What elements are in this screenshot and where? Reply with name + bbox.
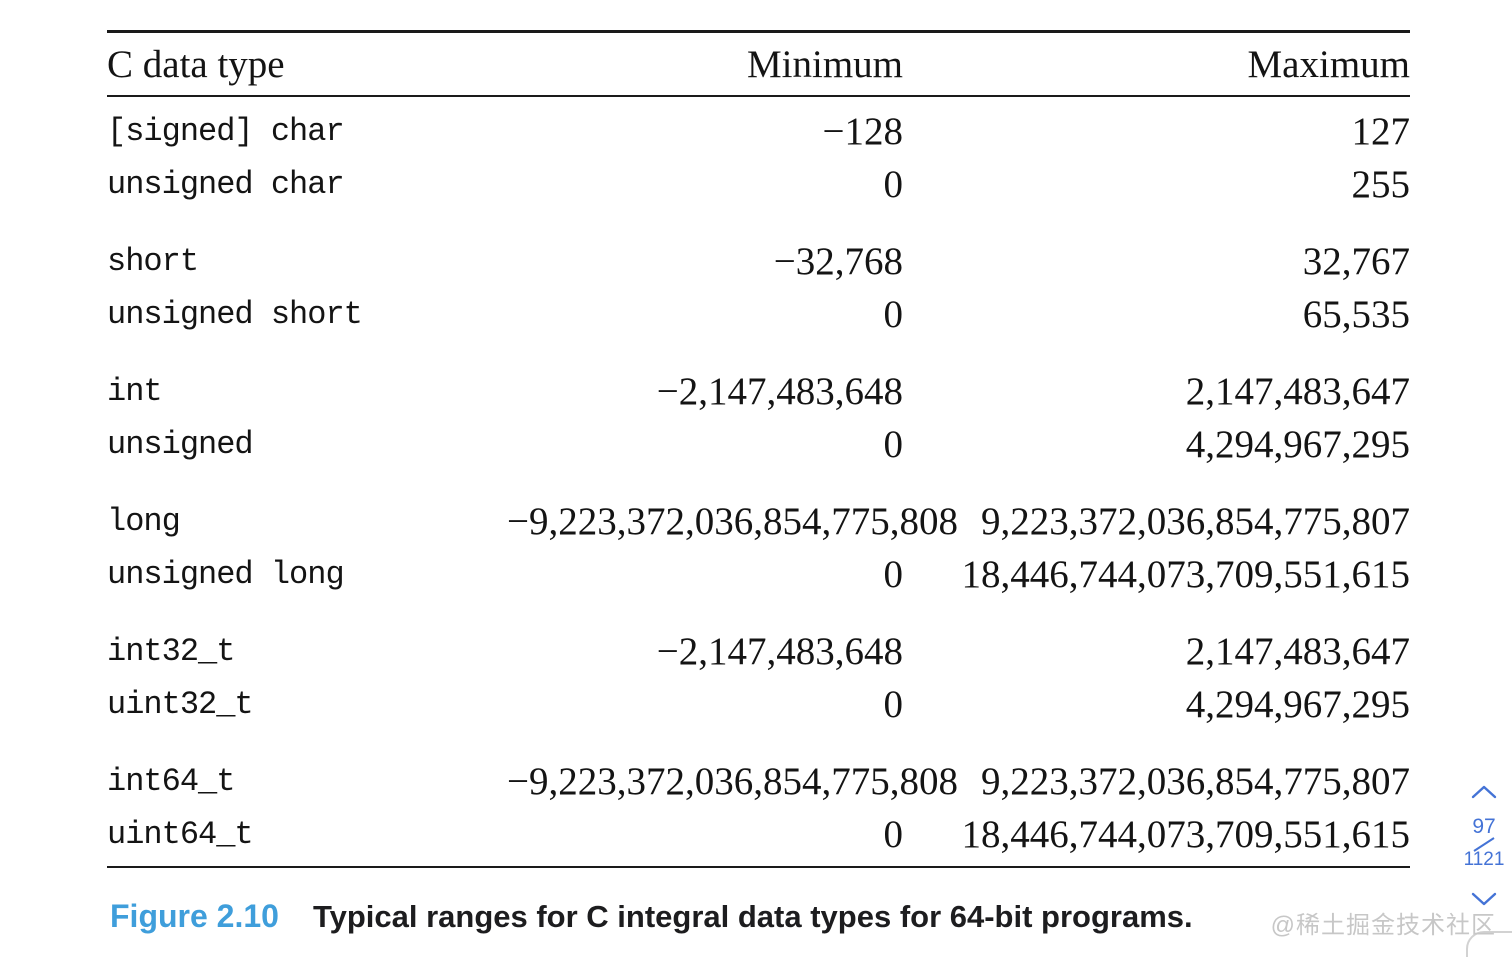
cell-maximum: 18,446,744,073,709,551,615: [961, 553, 1411, 596]
cell-minimum: 0: [883, 813, 904, 856]
cell-c-data-type: unsigned char: [107, 166, 345, 203]
total-page-count: 1121: [1463, 849, 1505, 870]
cell-maximum: 9,223,372,036,854,775,807: [981, 760, 1410, 803]
cell-c-data-type: short: [107, 243, 199, 280]
current-page-number: 97: [1472, 815, 1496, 838]
page-divider-slash: [1469, 835, 1499, 853]
figure-caption: Figure 2.10 Typical ranges for C integra…: [110, 898, 1193, 935]
table-row: short −32,768 32,767: [107, 235, 1410, 288]
cell-minimum: 0: [883, 423, 904, 466]
cell-minimum: −2,147,483,648: [656, 630, 903, 673]
cell-c-data-type: int: [107, 373, 163, 410]
header-maximum: Maximum: [1247, 42, 1411, 86]
table-row: [signed] char −128 127: [107, 105, 1410, 158]
row-group: short −32,768 32,767 unsigned short 0 65,535: [107, 235, 1410, 341]
table-row: unsigned 0 4,294,967,295: [107, 418, 1410, 471]
chevron-up-icon[interactable]: [1469, 784, 1499, 800]
table-row: int32_t −2,147,483,648 2,147,483,647: [107, 625, 1410, 678]
cell-c-data-type: unsigned long: [107, 556, 345, 593]
cell-maximum: 2,147,483,647: [1185, 370, 1410, 413]
table-row: unsigned long 0 18,446,744,073,709,551,615: [107, 548, 1410, 601]
header-minimum: Minimum: [746, 42, 903, 86]
cell-c-data-type: uint32_t: [107, 686, 254, 723]
chevron-down-icon[interactable]: [1469, 891, 1499, 907]
cell-minimum: −2,147,483,648: [656, 370, 903, 413]
cell-minimum: −9,223,372,036,854,775,808: [507, 760, 958, 803]
row-group: int64_t −9,223,372,036,854,775,808 9,223,3…: [107, 755, 1410, 861]
table-row: uint32_t 0 4,294,967,295: [107, 678, 1410, 731]
table-row: int64_t −9,223,372,036,854,775,808 9,223,3…: [107, 755, 1410, 808]
cell-maximum: 9,223,372,036,854,775,807: [981, 500, 1410, 543]
cell-c-data-type: unsigned: [107, 426, 254, 463]
page-navigator[interactable]: 97 1121: [1456, 784, 1512, 907]
cell-maximum: 4,294,967,295: [1185, 423, 1410, 466]
cell-maximum: 65,535: [1302, 293, 1410, 336]
cell-minimum: −9,223,372,036,854,775,808: [507, 500, 958, 543]
table-row: unsigned short 0 65,535: [107, 288, 1410, 341]
cell-minimum: −128: [822, 110, 904, 153]
row-group: int32_t −2,147,483,648 2,147,483,647 uint32…: [107, 625, 1410, 731]
cell-minimum: 0: [883, 683, 904, 726]
cell-c-data-type: int64_t: [107, 763, 235, 800]
cell-maximum: 18,446,744,073,709,551,615: [961, 813, 1411, 856]
table-row: long −9,223,372,036,854,775,808 9,223,372,…: [107, 495, 1410, 548]
cell-c-data-type: [signed] char: [107, 113, 345, 150]
cell-maximum: 4,294,967,295: [1185, 683, 1410, 726]
cell-c-data-type: unsigned short: [107, 296, 363, 333]
row-group: int −2,147,483,648 2,147,483,647 unsigned 0 4…: [107, 365, 1410, 471]
cell-minimum: 0: [883, 553, 904, 596]
cell-minimum: −32,768: [773, 240, 903, 283]
table-body: [signed] char −128 127 unsigned char 0 255 sho…: [107, 97, 1410, 868]
cell-maximum: 127: [1351, 110, 1411, 153]
watermark: @稀土掘金技术社区: [1270, 912, 1496, 939]
cell-minimum: 0: [883, 293, 904, 336]
row-group: long −9,223,372,036,854,775,808 9,223,372,…: [107, 495, 1410, 601]
cell-maximum: 2,147,483,647: [1185, 630, 1410, 673]
floating-panel-edge: [1466, 931, 1512, 957]
figure-number-label: Figure 2.10: [110, 898, 279, 934]
cell-maximum: 255: [1351, 163, 1411, 206]
table-header-row: C data type Minimum Maximum: [107, 33, 1410, 97]
data-type-ranges-table: C data type Minimum Maximum [signed] cha…: [107, 30, 1410, 868]
cell-c-data-type: uint64_t: [107, 816, 254, 853]
row-group: [signed] char −128 127 unsigned char 0 255: [107, 105, 1410, 211]
figure-caption-text: Typical ranges for C integral data types…: [312, 899, 1193, 934]
header-c-data-type: C data type: [107, 42, 285, 86]
cell-c-data-type: int32_t: [107, 633, 235, 670]
table-row: int −2,147,483,648 2,147,483,647: [107, 365, 1410, 418]
cell-maximum: 32,767: [1302, 240, 1410, 283]
cell-c-data-type: long: [107, 503, 181, 540]
cell-minimum: 0: [883, 163, 904, 206]
table-row: uint64_t 0 18,446,744,073,709,551,615: [107, 808, 1410, 861]
table-row: unsigned char 0 255: [107, 158, 1410, 211]
